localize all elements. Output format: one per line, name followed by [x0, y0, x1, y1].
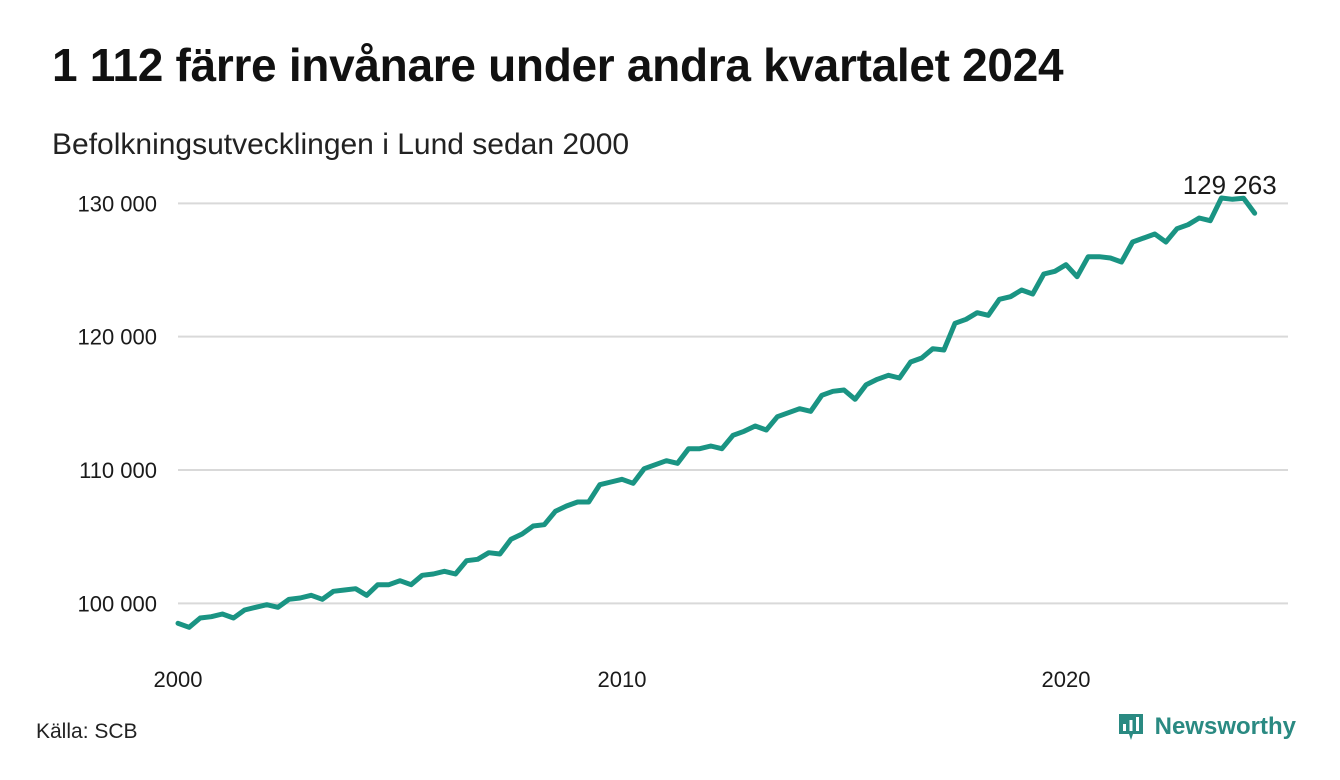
x-tick-label: 2000 — [154, 667, 203, 692]
source-note: Källa: SCB — [36, 720, 138, 743]
brand-name: Newsworthy — [1154, 713, 1296, 740]
series-group — [175, 195, 1258, 630]
newsworthy-logo-icon — [1118, 714, 1143, 740]
y-tick-label: 110 000 — [79, 458, 157, 483]
x-tick-label: 2020 — [1042, 667, 1091, 692]
y-tick-label: 130 000 — [77, 191, 157, 216]
annotation-group: 129 263 — [1183, 170, 1277, 200]
x-tick-label: 2010 — [598, 667, 647, 692]
chart-title: 1 112 färre invånare under andra kvartal… — [52, 39, 1064, 91]
y-tick-label: 120 000 — [77, 325, 157, 350]
chart-subtitle: Befolkningsutvecklingen i Lund sedan 200… — [52, 128, 630, 161]
x-axis-ticks: 2000 2010 2020 — [154, 667, 1091, 692]
gridlines — [178, 202, 1288, 605]
y-axis-ticks: 100 000 110 000 120 000 130 000 — [77, 191, 157, 616]
series-line — [175, 195, 1258, 630]
y-tick-label: 100 000 — [77, 591, 157, 616]
brand-logo: Newsworthy — [1117, 712, 1296, 742]
last-value-label: 129 263 — [1183, 170, 1277, 200]
